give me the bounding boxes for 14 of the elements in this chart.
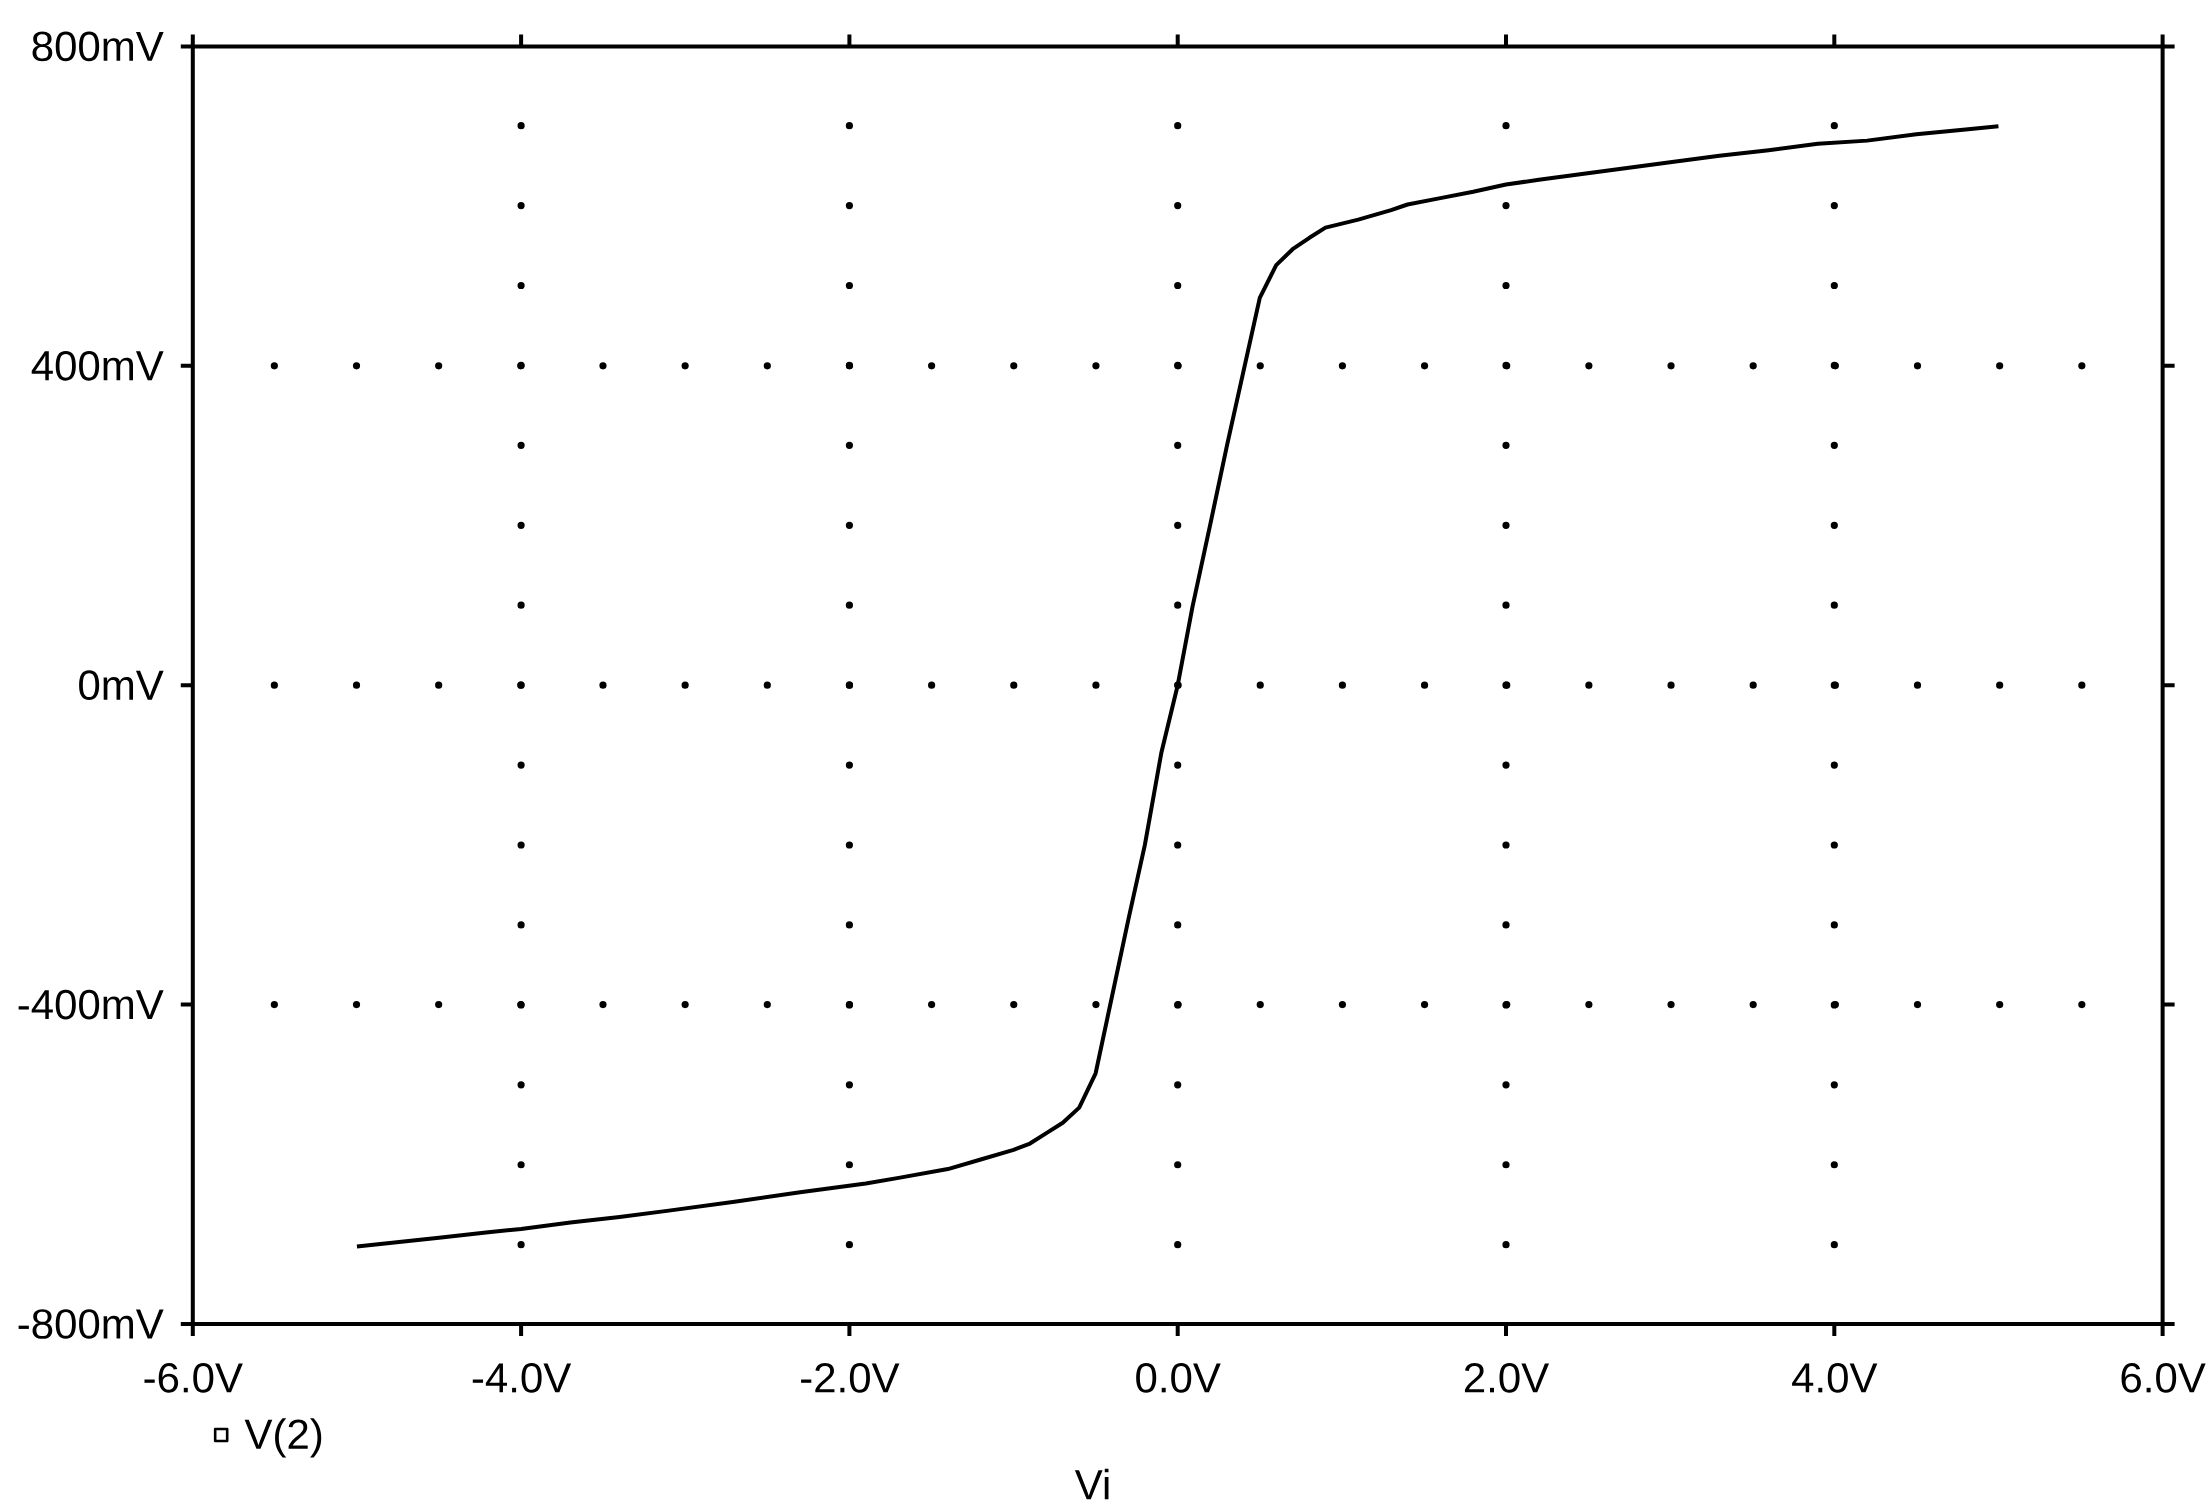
x-tick-label: 4.0V bbox=[1792, 1363, 1878, 1393]
x-tick-label: 0.0V bbox=[1136, 1363, 1221, 1393]
y-tick-label: 400mV bbox=[31, 350, 164, 381]
y-tick-label: 0mV bbox=[79, 670, 164, 701]
x-tick-label: 2.0V bbox=[1464, 1363, 1550, 1393]
y-tick-label: 800mV bbox=[32, 31, 164, 62]
x-axis-title: Vi bbox=[1074, 1468, 1109, 1500]
x-tick-label: -2.0V bbox=[801, 1363, 900, 1393]
y-tick-label: -800mV bbox=[18, 1309, 164, 1339]
x-tick-label: -6.0V bbox=[144, 1363, 243, 1393]
legend-label: V(2) bbox=[244, 1418, 322, 1458]
x-tick-label: 6.0V bbox=[2121, 1363, 2206, 1393]
y-tick-label: -400mV bbox=[18, 989, 164, 1020]
x-tick-label: -4.0V bbox=[472, 1363, 572, 1393]
